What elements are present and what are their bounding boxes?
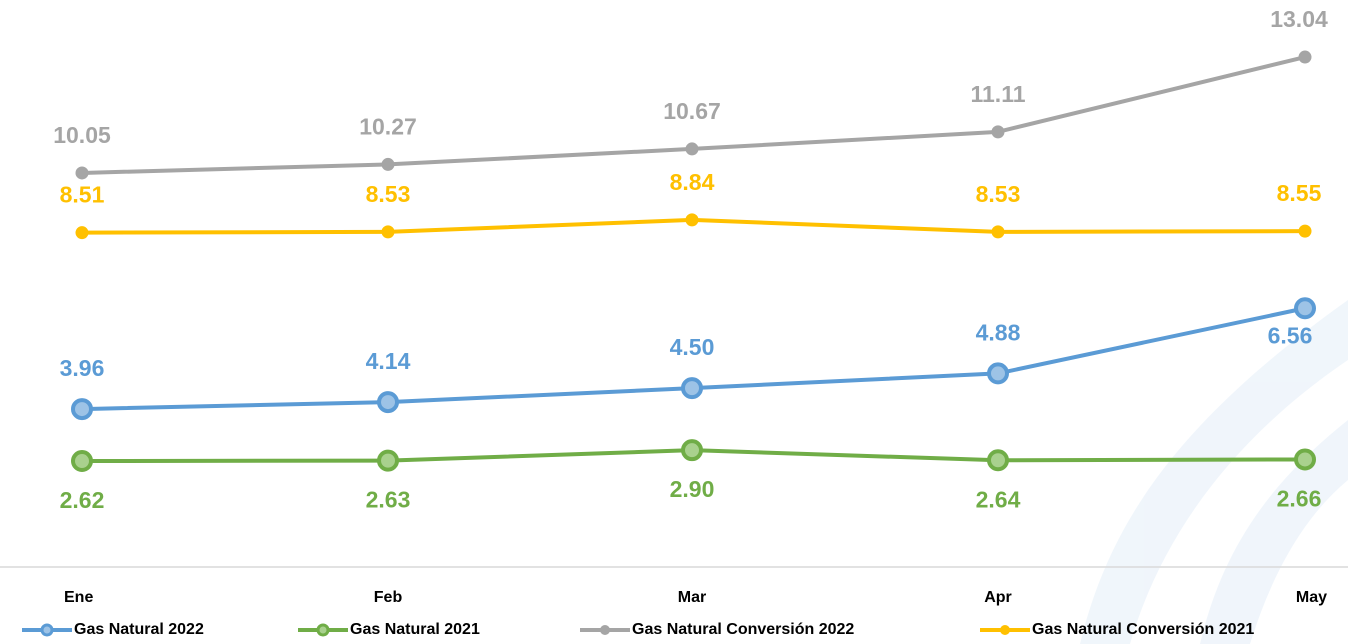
marker — [377, 391, 399, 414]
legend-marker — [40, 623, 54, 637]
legend-marker — [316, 623, 330, 637]
data-label: 4.14 — [366, 348, 411, 374]
marker — [991, 125, 1005, 139]
x-tick-label: Apr — [984, 589, 1012, 606]
data-label: 13.04 — [1270, 6, 1328, 32]
marker — [987, 362, 1009, 385]
data-label: 6.56 — [1268, 322, 1313, 348]
data-label: 8.55 — [1277, 180, 1322, 206]
legend-label: Gas Natural Conversión 2021 — [1032, 621, 1254, 638]
legend-item: Gas Natural 2022 — [22, 621, 204, 638]
marker — [681, 439, 703, 462]
marker — [987, 449, 1009, 472]
swoosh — [1080, 300, 1348, 644]
data-label: 10.67 — [663, 98, 721, 124]
marker — [377, 449, 399, 472]
marker — [1298, 50, 1312, 64]
marker — [1294, 297, 1316, 320]
marker — [381, 157, 395, 171]
data-label: 3.96 — [60, 355, 105, 381]
marker — [381, 225, 395, 239]
legend-item: Gas Natural Conversión 2021 — [980, 621, 1254, 638]
data-label: 2.63 — [366, 487, 411, 513]
data-label: 2.64 — [976, 486, 1021, 512]
marker — [75, 166, 89, 180]
x-tick-label: May — [1296, 589, 1327, 606]
marker — [681, 377, 703, 400]
x-tick-label: Feb — [374, 589, 403, 606]
legend-marker — [1000, 625, 1010, 635]
marker — [1298, 224, 1312, 238]
data-label: 8.53 — [366, 181, 411, 207]
marker — [75, 226, 89, 240]
marker — [71, 450, 93, 473]
x-tick-label: Ene — [64, 589, 93, 606]
data-label: 10.27 — [359, 114, 417, 140]
background-decoration — [1080, 300, 1348, 644]
legend-label: Gas Natural 2022 — [74, 621, 204, 638]
legend-marker — [600, 625, 610, 635]
data-label: 2.62 — [60, 487, 105, 513]
legend-label: Gas Natural Conversión 2022 — [632, 621, 854, 638]
data-label: 2.90 — [670, 476, 715, 502]
marker — [685, 142, 699, 156]
data-label: 2.66 — [1277, 486, 1322, 512]
data-label: 8.51 — [60, 182, 105, 208]
data-label: 4.88 — [976, 319, 1021, 345]
marker — [1294, 448, 1316, 471]
legend-item: Gas Natural 2021 — [298, 621, 480, 638]
data-label: 4.50 — [670, 334, 715, 360]
legend-label: Gas Natural 2021 — [350, 621, 480, 638]
data-label: 10.05 — [53, 122, 111, 148]
data-label: 11.11 — [970, 81, 1025, 107]
marker — [71, 398, 93, 421]
swoosh — [1200, 420, 1348, 644]
marker — [685, 213, 699, 227]
data-label: 8.84 — [670, 169, 715, 195]
legend-item: Gas Natural Conversión 2022 — [580, 621, 854, 638]
data-label: 8.53 — [976, 181, 1021, 207]
marker — [991, 225, 1005, 239]
x-tick-label: Mar — [678, 589, 706, 606]
